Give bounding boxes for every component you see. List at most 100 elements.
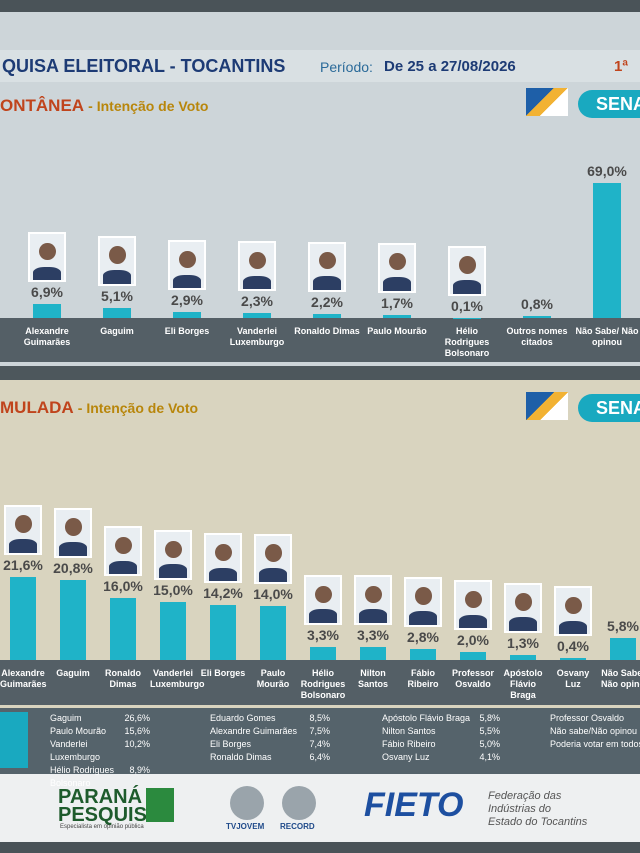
value-label: 14,0% [253,586,293,603]
table-row: Nilton Santos 5,5% [382,725,500,738]
bar [383,314,411,318]
logos-band: PARANÁ PESQUISAS Especialista em opinião… [0,774,640,842]
label-strip [0,660,640,705]
value-label: 6,9% [31,284,63,301]
table-value: 26,6% [124,713,150,723]
bar [103,308,131,318]
category-label: Alexandre Guimarães [23,326,71,347]
table-row: Não sabe/Não opinou [550,725,640,738]
value-label: 5,1% [101,288,133,304]
section-subtitle: - Intenção de Voto [88,98,209,114]
pp-tagline: Especialista em opinião pública [60,824,144,830]
candidate-photo [304,575,342,626]
bar [560,658,586,660]
candidate-photo [254,534,292,585]
section-subtitle: - Intenção de Voto [77,400,199,416]
bar [593,182,621,318]
category-label: Nilton Santos [357,668,388,689]
table-name: Professor Osvaldo [550,713,625,723]
category-label: Vanderlei Luxemburgo [150,668,205,689]
table-value: 7,5% [309,726,330,736]
candidate-photo [448,245,486,296]
bar [33,304,61,318]
office-badge: SENA [578,90,640,118]
table-value: 5,5% [479,726,500,736]
table-row: Apóstolo Flávio Braga 5,8% [382,712,500,725]
category-label: Eli Borges [200,668,246,678]
candidate-photo [404,577,442,628]
value-label: 5,8% [607,617,639,634]
bar [510,654,536,660]
table-row: Paulo Mourão 15,6% [50,725,150,738]
value-label: 1,3% [507,634,539,651]
value-label: 0,8% [521,296,553,313]
candidate-photo [204,533,242,584]
value-label: 2,2% [311,293,343,310]
table-name: Nilton Santos [382,726,436,736]
candidate-photo [4,504,42,555]
table-row: Alexandre Guimarães 7,5% [210,725,330,738]
table-row: Vanderlei Luxemburgo 10,2% [50,738,150,764]
table-name: Paulo Mourão [50,726,107,736]
tv-icon [230,786,264,820]
value-label: 3,3% [307,627,339,644]
bar [10,576,36,660]
table-value: 15,6% [124,726,150,736]
table-name: Apóstolo Flávio Braga [382,713,471,723]
category-label: Não Sabe/ Não opinou [575,326,639,347]
value-label: 15,0% [153,582,193,599]
table-value: 10,2% [124,739,150,749]
record-icon [282,786,316,820]
category-label: Paulo Mourão [367,326,427,336]
bar [260,606,286,660]
table-value: 8,5% [309,713,330,723]
office-badge: SENA [578,394,640,422]
category-label: Osvany Luz [556,668,590,689]
table-row: Osvany Luz 4,1% [382,751,500,764]
pp-logo: PARANÁ PESQUISAS [58,786,175,826]
table-name: Gaguim [50,713,82,723]
bar [60,579,86,660]
bar [460,652,486,660]
table-value: 8,9% [129,765,150,775]
table-value: 5,8% [479,713,500,723]
candidate-photo [238,241,276,292]
bar [310,647,336,660]
category-label: Paulo Mourão [256,668,290,689]
bar [243,313,271,318]
table-row: Ronaldo Dimas 6,4% [210,751,330,764]
value-label: 3,3% [357,627,389,644]
section-title: ONTÂNEA - Intenção de Voto [0,96,209,115]
table-name: Não sabe/Não opinou [550,726,638,736]
table-name: Fábio Ribeiro [382,739,436,749]
bar [210,605,236,660]
table-name: Hélio Rodrigues Bolsonaro [50,765,115,788]
section-title: MULADA - Intenção de Voto [0,398,199,417]
pp-icon [146,788,174,822]
candidate-photo [378,242,416,293]
candidate-photo [554,586,592,637]
category-label: Vanderlei Luxemburgo [229,326,285,347]
table-row: Fábio Ribeiro 5,0% [382,738,500,751]
bar [313,313,341,318]
bar [523,316,551,318]
value-label: 14,2% [203,585,243,602]
period: De 25 a 27/08/2026 [384,58,516,75]
candidate-photo [354,575,392,626]
candidate-photo [168,240,206,291]
category-label: Outros nomes citados [506,326,568,347]
table-row: Eli Borges 7,4% [210,738,330,751]
table-name: Ronaldo Dimas [210,752,272,762]
bar [610,637,636,660]
table-name: Vanderlei Luxemburgo [50,739,101,762]
category-label: Não Sabe/ Não opino [601,668,640,689]
category-label: Eli Borges [164,326,210,336]
candidate-photo [28,232,66,283]
flag-icon [526,392,568,420]
table-row: Gaguim 26,6% [50,712,150,725]
value-label: 0,1% [451,297,483,314]
category-label: Gaguim [100,326,134,336]
bar [110,598,136,660]
table-row: Professor Osvaldo [550,712,640,725]
